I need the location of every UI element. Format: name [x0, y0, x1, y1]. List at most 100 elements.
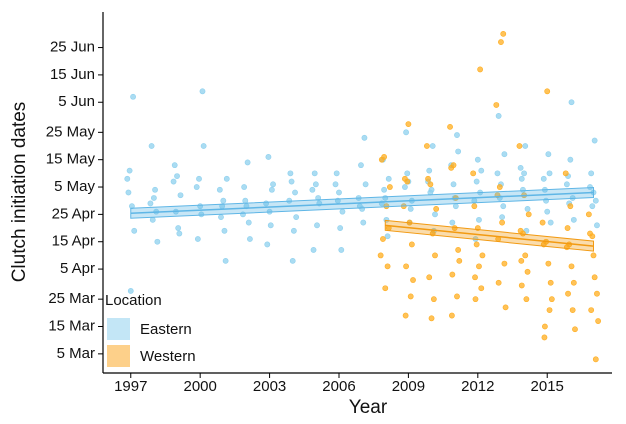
data-point	[404, 178, 411, 185]
y-tick-label: 15 Apr	[52, 233, 95, 250]
data-point	[548, 296, 555, 303]
data-point	[585, 211, 592, 218]
data-point	[456, 257, 463, 264]
data-point	[502, 304, 509, 311]
data-point	[124, 175, 131, 182]
data-point	[498, 39, 504, 45]
x-axis-title: Year	[349, 397, 388, 418]
data-point	[587, 184, 593, 190]
data-point	[518, 257, 525, 264]
data-point	[384, 263, 391, 270]
data-point	[199, 88, 206, 95]
data-point	[358, 162, 364, 169]
data-point	[450, 162, 457, 169]
data-point	[452, 203, 459, 210]
data-point	[501, 260, 508, 267]
data-point	[314, 222, 320, 229]
x-tick-label: 2000	[183, 378, 216, 395]
data-point	[428, 315, 435, 322]
data-point	[220, 197, 227, 204]
data-point	[381, 154, 388, 160]
data-point	[546, 307, 553, 313]
data-point	[381, 186, 388, 193]
legend-label: Eastern	[140, 321, 192, 338]
data-point	[545, 151, 552, 158]
data-point	[472, 296, 479, 303]
data-point	[524, 206, 531, 212]
data-point	[360, 219, 367, 226]
data-point	[152, 186, 158, 193]
data-point	[476, 263, 482, 270]
data-point	[500, 203, 507, 210]
y-tick-label: 15 Mar	[48, 317, 95, 334]
data-point	[293, 214, 300, 221]
data-point	[455, 148, 462, 155]
data-point	[470, 170, 477, 177]
data-point	[522, 252, 529, 259]
data-point	[450, 181, 457, 188]
y-tick-label: 5 Jun	[58, 93, 95, 110]
data-point	[247, 236, 253, 242]
data-point	[171, 162, 178, 169]
trend-line	[385, 224, 594, 247]
data-point	[311, 170, 318, 177]
data-point	[592, 356, 599, 363]
data-point	[546, 170, 553, 177]
data-point	[154, 238, 161, 245]
data-point	[218, 214, 224, 221]
data-point	[292, 189, 298, 196]
data-point	[478, 167, 485, 174]
data-point	[193, 184, 200, 190]
data-point	[312, 181, 319, 188]
data-point	[407, 206, 414, 212]
x-tick-label: 2015	[531, 378, 564, 395]
data-point	[268, 186, 275, 193]
trend-line	[130, 191, 594, 215]
data-point	[265, 154, 272, 160]
data-point	[594, 222, 600, 229]
data-point	[595, 318, 602, 324]
data-point	[570, 279, 577, 286]
data-point	[309, 186, 316, 193]
plot-area	[124, 30, 602, 363]
data-point	[525, 211, 532, 218]
data-point	[521, 170, 527, 177]
data-point	[544, 208, 551, 215]
data-point	[590, 252, 597, 259]
data-point	[315, 195, 322, 201]
data-point	[148, 143, 155, 149]
legend-label: Western	[140, 348, 196, 365]
data-point	[216, 186, 223, 193]
data-point	[194, 236, 201, 242]
data-point	[332, 181, 339, 188]
data-point	[448, 312, 455, 319]
y-tick-label: 5 May	[54, 178, 95, 195]
data-point	[476, 216, 482, 223]
data-point	[267, 222, 274, 229]
data-point	[407, 293, 414, 300]
data-point	[517, 164, 524, 171]
x-tick-label: 2009	[392, 378, 425, 395]
data-point	[542, 323, 548, 330]
data-point	[384, 233, 391, 240]
y-tick-label: 15 Jun	[50, 66, 95, 83]
data-point	[333, 170, 340, 177]
data-point	[455, 247, 462, 253]
data-point	[177, 192, 184, 199]
data-point	[500, 30, 507, 37]
data-point	[545, 260, 552, 267]
data-point	[242, 197, 249, 204]
data-point	[479, 252, 486, 259]
data-point	[564, 225, 571, 231]
data-point	[567, 156, 574, 163]
data-point	[496, 184, 503, 190]
y-tick-label: 25 Mar	[48, 290, 95, 307]
data-point	[198, 211, 205, 218]
data-point	[589, 233, 596, 240]
y-axis-title: Clutch initiation dates	[9, 102, 30, 283]
x-tick-label: 2003	[253, 378, 286, 395]
y-tick-label: 25 Jun	[50, 39, 95, 56]
data-point	[196, 175, 202, 182]
data-point	[433, 206, 440, 212]
